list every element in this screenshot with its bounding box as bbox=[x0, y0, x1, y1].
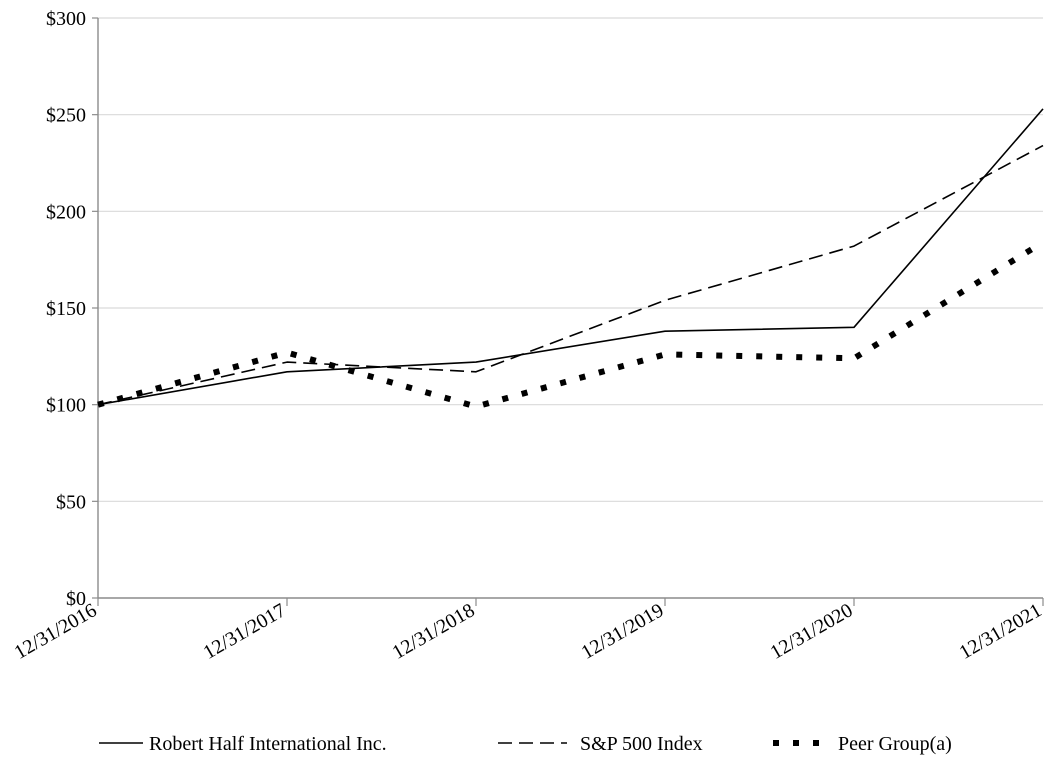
axes bbox=[92, 17, 1044, 606]
x-tick-label: 12/31/2019 bbox=[578, 599, 668, 664]
series-line-2 bbox=[97, 144, 1044, 406]
legend: Robert Half International Inc. S&P 500 In… bbox=[99, 733, 952, 755]
series-line-1 bbox=[97, 108, 1044, 406]
series-lines bbox=[97, 108, 1045, 410]
y-tick-label: $100 bbox=[46, 395, 86, 417]
x-tick-label: 12/31/2021 bbox=[956, 599, 1045, 664]
y-tick-label: $50 bbox=[56, 491, 86, 513]
x-tick-label: 12/31/2016 bbox=[11, 599, 101, 664]
gridlines bbox=[98, 17, 1043, 502]
y-tick-label: $300 bbox=[46, 8, 86, 30]
y-tick-label: $200 bbox=[46, 201, 86, 223]
series-line-3 bbox=[97, 239, 1045, 410]
x-tick-label: 12/31/2018 bbox=[389, 599, 479, 664]
y-tick-label: $0 bbox=[66, 588, 86, 610]
legend-label-2: S&P 500 Index bbox=[580, 733, 703, 755]
legend-label-1: Robert Half International Inc. bbox=[149, 733, 387, 755]
legend-label-3: Peer Group(a) bbox=[838, 733, 952, 755]
y-tick-label: $150 bbox=[46, 298, 86, 320]
x-tick-label: 12/31/2020 bbox=[767, 599, 857, 664]
x-tick-label: 12/31/2017 bbox=[200, 599, 290, 664]
y-tick-label: $250 bbox=[46, 105, 86, 127]
